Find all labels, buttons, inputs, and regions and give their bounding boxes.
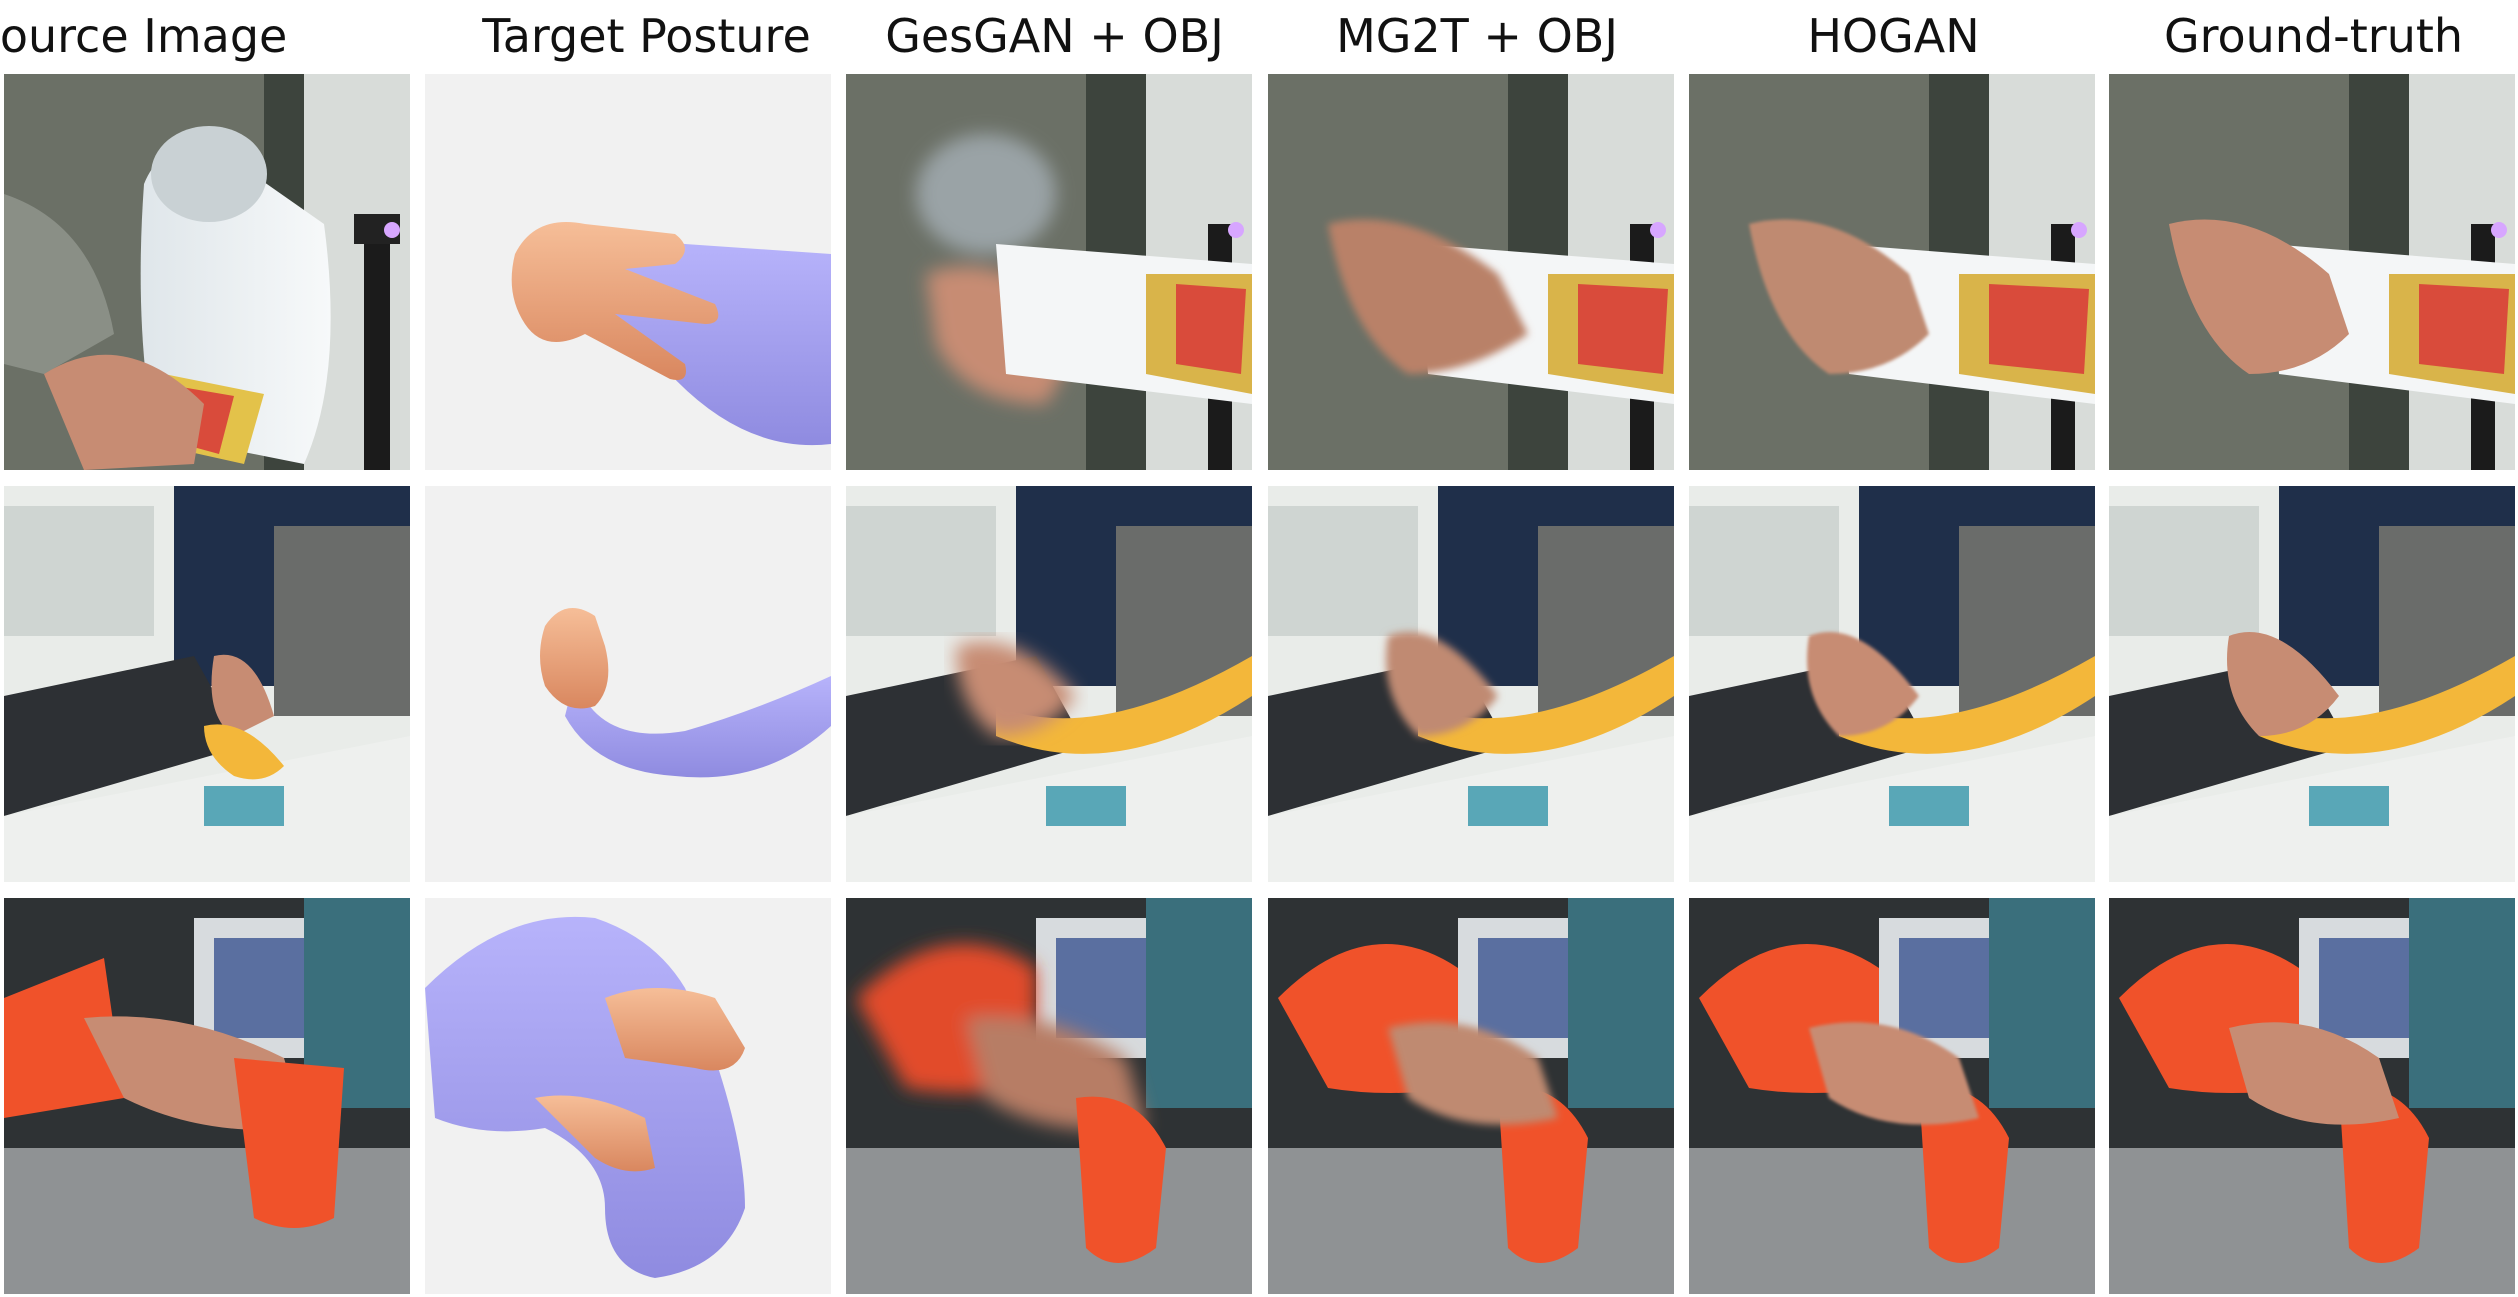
row3-hogan xyxy=(1689,898,2095,1294)
row2-ground-truth xyxy=(2109,486,2515,882)
row2-source-image xyxy=(4,486,410,882)
row1-mg2t-obj xyxy=(1268,74,1674,470)
row1-target-posture xyxy=(425,74,831,470)
row3-gesgan-obj xyxy=(846,898,1252,1294)
row1-gesgan-obj xyxy=(846,74,1252,470)
row1-ground-truth xyxy=(2109,74,2515,470)
row3-target-posture xyxy=(425,898,831,1294)
row2-hogan xyxy=(1689,486,2095,882)
row1-source-image xyxy=(4,74,410,470)
column-header-gesgan-obj: GesGAN + OBJ xyxy=(885,9,1224,63)
column-header-mg2t-obj: MG2T + OBJ xyxy=(1336,9,1618,63)
row3-mg2t-obj xyxy=(1268,898,1674,1294)
column-header-source-image: Source Image xyxy=(0,9,288,63)
row1-hogan xyxy=(1689,74,2095,470)
column-header-hogan: HOGAN xyxy=(1807,9,1980,63)
row3-source-image xyxy=(4,898,410,1294)
row2-mg2t-obj xyxy=(1268,486,1674,882)
column-header-target-posture: Target Posture xyxy=(482,9,811,63)
row2-target-posture xyxy=(425,486,831,882)
row2-gesgan-obj xyxy=(846,486,1252,882)
column-header-ground-truth: Ground-truth xyxy=(2163,9,2464,63)
row3-ground-truth xyxy=(2109,898,2515,1294)
